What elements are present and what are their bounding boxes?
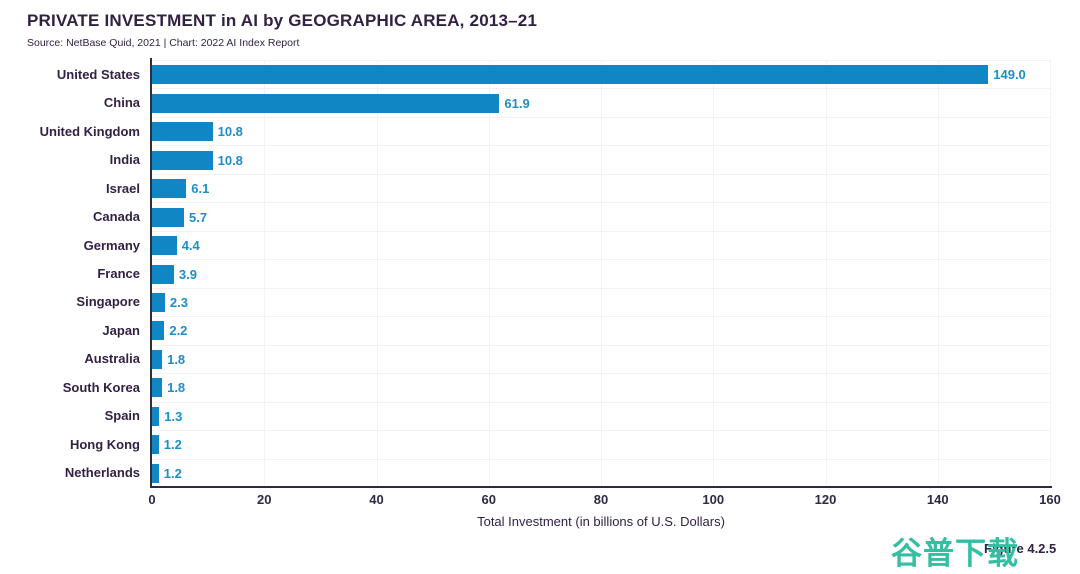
gridline (1050, 60, 1051, 487)
chart-row: 10.8 (152, 145, 1050, 173)
x-tick-label: 0 (148, 492, 156, 507)
gridline (713, 60, 715, 487)
bar-value-label: 1.2 (163, 465, 182, 481)
bar (152, 150, 213, 170)
x-tick-label: 120 (814, 492, 837, 507)
category-label: Australia (84, 351, 140, 367)
bar (152, 122, 213, 142)
bar (152, 65, 989, 85)
gridline (488, 60, 490, 487)
category-label: United States (56, 66, 140, 82)
chart-row: 10.8 (152, 116, 1050, 145)
bar (152, 406, 160, 426)
bar (152, 463, 159, 483)
x-axis-title: Total Investment (in billions of U.S. Do… (477, 514, 725, 529)
gridline (825, 60, 827, 487)
y-axis-line (150, 58, 152, 488)
figure-number-label: Figure 4.2.5 (984, 541, 1057, 556)
bar-value-label: 2.3 (169, 294, 188, 310)
x-tick-label: 20 (257, 492, 272, 507)
x-tick-label: 160 (1039, 492, 1061, 507)
gridline (376, 60, 378, 487)
category-label: Netherlands (64, 465, 140, 481)
category-label: Hong Kong (69, 436, 140, 452)
bar-value-label: 10.8 (217, 124, 243, 140)
bar-rows: 149.0 61.9 10.8 10.8 6.1 5.7 4.4 3.9 2.3 2.2 1.8 1.… (152, 60, 1050, 487)
gridline (937, 60, 939, 487)
bar-value-label: 61.9 (504, 95, 530, 111)
chart-row: 2.3 (152, 287, 1050, 316)
bar-value-label: 1.3 (164, 408, 183, 424)
bar-value-label: 149.0 (993, 67, 1026, 83)
x-tick-label: 40 (369, 492, 384, 507)
bar-value-label: 6.1 (191, 181, 210, 197)
category-label: Spain (104, 408, 140, 424)
chart-row: 6.1 (152, 173, 1050, 202)
bar-value-label: 4.4 (181, 238, 200, 254)
bar (152, 349, 163, 369)
vertical-gridlines (152, 60, 1051, 487)
x-axis-ticks: 0 20 40 60 80 100 120 140 160 (148, 492, 1060, 508)
category-axis-labels: United States China United Kingdom India Isr… (0, 60, 146, 487)
chart-row: 1.3 (152, 401, 1050, 430)
x-axis-line (150, 486, 1052, 488)
category-label: South Korea (62, 379, 140, 395)
chart-row: 5.7 (152, 202, 1050, 230)
bar (152, 93, 500, 113)
bar-value-label: 3.9 (178, 266, 197, 282)
bar (152, 236, 177, 256)
category-label: United Kingdom (39, 123, 140, 139)
bar-value-label: 1.8 (167, 351, 186, 367)
chart-row: 1.2 (152, 458, 1050, 487)
bar (152, 179, 187, 199)
x-tick-label: 140 (926, 492, 949, 507)
bar (152, 264, 174, 284)
gridline (601, 60, 602, 487)
bar (152, 378, 163, 398)
category-label: Singapore (76, 294, 140, 310)
bar (152, 292, 165, 312)
chart-row: 3.9 (152, 259, 1050, 287)
chart-source-line: Source: NetBase Quid, 2021 | Chart: 2022… (27, 37, 300, 49)
gridline (264, 60, 266, 487)
category-label: Israel (106, 180, 140, 196)
chart-title: PRIVATE INVESTMENT in AI by GEOGRAPHIC A… (27, 11, 538, 30)
chart-row: 2.2 (152, 316, 1050, 344)
bar (152, 207, 184, 227)
bar-value-label: 1.2 (163, 437, 182, 453)
x-tick-label: 80 (593, 492, 609, 507)
watermark-text: 谷普下载 (891, 536, 1019, 572)
chart-row: 1.8 (152, 344, 1050, 373)
category-label: Canada (93, 209, 140, 225)
bar-value-label: 2.2 (169, 323, 188, 339)
chart-row: 1.8 (152, 373, 1050, 401)
chart-row: 1.2 (152, 430, 1050, 458)
category-label: Germany (83, 237, 140, 253)
x-tick-label: 100 (702, 492, 725, 507)
category-label: India (109, 152, 140, 168)
bar (152, 321, 165, 341)
category-label: China (103, 95, 140, 111)
x-tick-label: 60 (481, 492, 496, 507)
bar-value-label: 5.7 (188, 209, 208, 225)
bar-value-label: 10.8 (217, 152, 243, 168)
category-label: France (97, 266, 140, 282)
chart-row: 4.4 (152, 230, 1050, 259)
chart-row: 149.0 (152, 60, 1050, 88)
bar (152, 435, 159, 455)
category-label: Japan (102, 322, 140, 338)
plot-area: 149.0 61.9 10.8 10.8 6.1 5.7 4.4 3.9 2.3 2.2 1.8 1.… (152, 60, 1051, 487)
bar-value-label: 1.8 (167, 380, 186, 396)
chart-row: 61.9 (152, 88, 1050, 116)
